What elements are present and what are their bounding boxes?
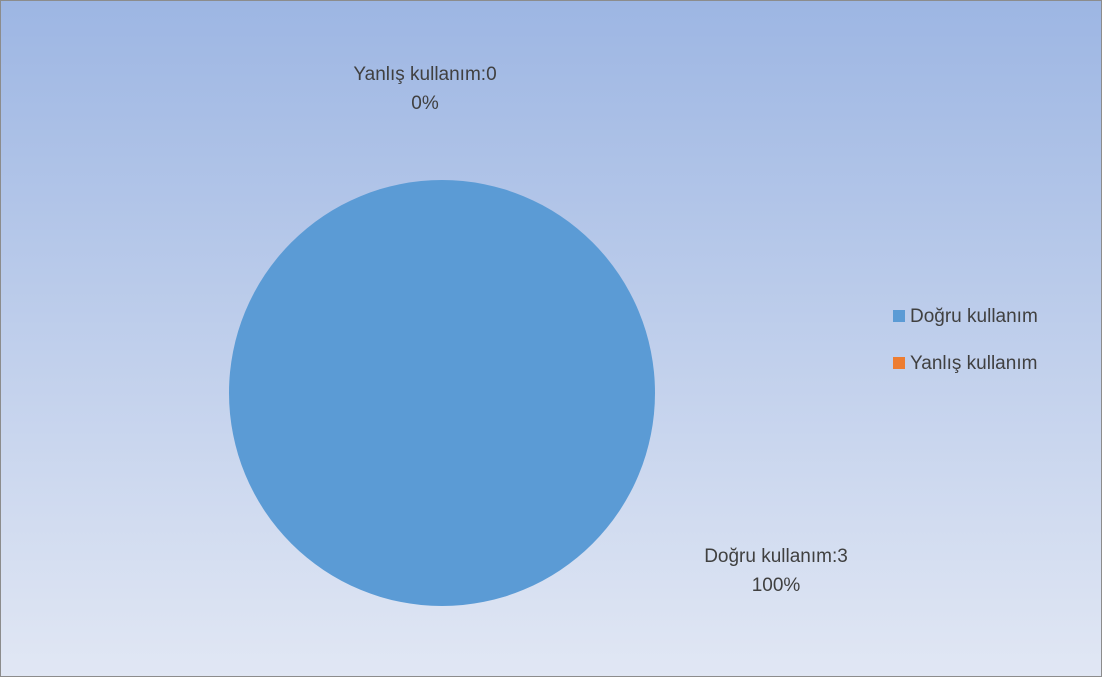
percent-label: 0% xyxy=(411,93,439,114)
legend-label: Yanlış kullanım xyxy=(910,353,1037,374)
percent-label: 100% xyxy=(752,575,801,596)
pie-slice xyxy=(229,180,655,606)
legend-label: Doğru kullanım xyxy=(910,306,1038,327)
legend-swatch xyxy=(893,310,905,322)
legend-swatch xyxy=(893,357,905,369)
data-label: Yanlış kullanım:0 xyxy=(353,64,496,85)
data-label: Doğru kullanım:3 xyxy=(704,546,848,567)
